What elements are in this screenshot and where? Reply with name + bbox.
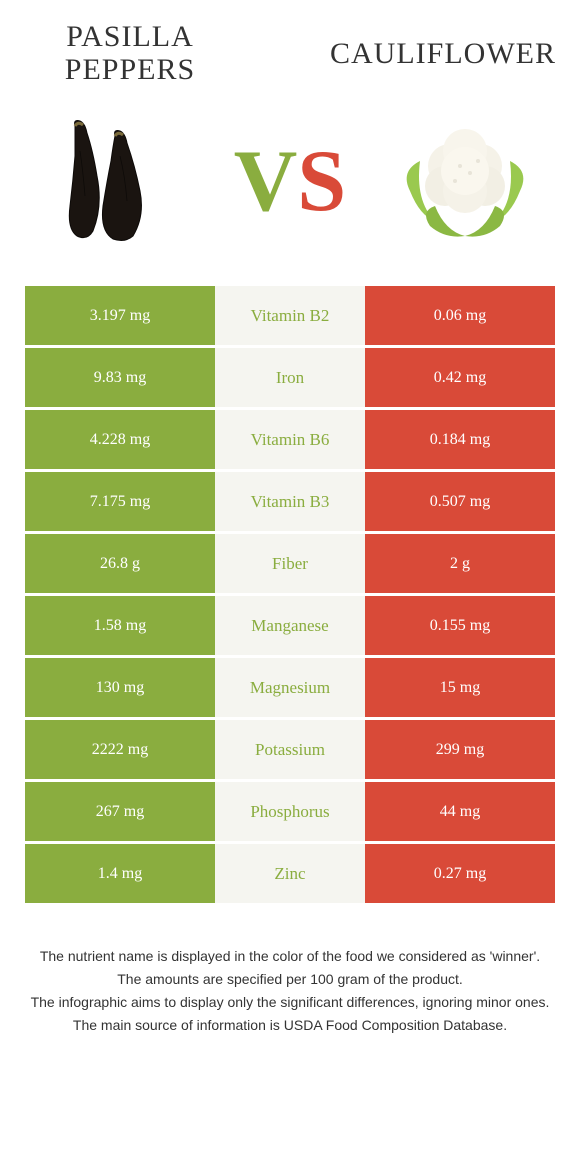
pasilla-peppers-image xyxy=(40,106,190,256)
left-value: 1.58 mg xyxy=(25,596,215,655)
nutrient-row: 4.228 mgVitamin B60.184 mg xyxy=(25,410,555,469)
nutrient-table: 3.197 mgVitamin B20.06 mg9.83 mgIron0.42… xyxy=(0,286,580,903)
right-value: 44 mg xyxy=(365,782,555,841)
nutrient-row: 1.58 mgManganese0.155 mg xyxy=(25,596,555,655)
left-value: 2222 mg xyxy=(25,720,215,779)
header: Pasilla peppers Cauliflower xyxy=(0,0,580,96)
nutrient-row: 267 mgPhosphorus44 mg xyxy=(25,782,555,841)
left-value: 130 mg xyxy=(25,658,215,717)
right-value: 2 g xyxy=(365,534,555,593)
nutrient-row: 1.4 mgZinc0.27 mg xyxy=(25,844,555,903)
right-value: 0.507 mg xyxy=(365,472,555,531)
left-value: 1.4 mg xyxy=(25,844,215,903)
footer-line-3: The infographic aims to display only the… xyxy=(30,992,550,1013)
right-food-title: Cauliflower xyxy=(330,37,550,70)
footer-notes: The nutrient name is displayed in the co… xyxy=(0,906,580,1058)
left-value: 3.197 mg xyxy=(25,286,215,345)
cauliflower-image xyxy=(390,106,540,256)
nutrient-name: Zinc xyxy=(215,844,365,903)
footer-line-2: The amounts are specified per 100 gram o… xyxy=(30,969,550,990)
nutrient-name: Vitamin B3 xyxy=(215,472,365,531)
left-value: 26.8 g xyxy=(25,534,215,593)
left-value: 267 mg xyxy=(25,782,215,841)
nutrient-name: Iron xyxy=(215,348,365,407)
nutrient-row: 9.83 mgIron0.42 mg xyxy=(25,348,555,407)
nutrient-name: Vitamin B6 xyxy=(215,410,365,469)
left-value: 7.175 mg xyxy=(25,472,215,531)
nutrient-row: 7.175 mgVitamin B30.507 mg xyxy=(25,472,555,531)
right-value: 0.27 mg xyxy=(365,844,555,903)
footer-line-1: The nutrient name is displayed in the co… xyxy=(30,946,550,967)
nutrient-row: 26.8 gFiber2 g xyxy=(25,534,555,593)
right-value: 15 mg xyxy=(365,658,555,717)
left-value: 4.228 mg xyxy=(25,410,215,469)
footer-line-4: The main source of information is USDA F… xyxy=(30,1015,550,1036)
images-row: VS xyxy=(0,96,580,286)
nutrient-row: 2222 mgPotassium299 mg xyxy=(25,720,555,779)
right-value: 0.06 mg xyxy=(365,286,555,345)
right-value: 299 mg xyxy=(365,720,555,779)
vs-v-letter: V xyxy=(234,131,298,232)
nutrient-row: 3.197 mgVitamin B20.06 mg xyxy=(25,286,555,345)
right-value: 0.184 mg xyxy=(365,410,555,469)
vs-text: VS xyxy=(234,131,347,232)
vs-s-letter: S xyxy=(297,131,346,232)
nutrient-name: Vitamin B2 xyxy=(215,286,365,345)
left-food-title: Pasilla peppers xyxy=(30,20,230,86)
nutrient-name: Potassium xyxy=(215,720,365,779)
nutrient-name: Manganese xyxy=(215,596,365,655)
right-value: 0.42 mg xyxy=(365,348,555,407)
nutrient-name: Magnesium xyxy=(215,658,365,717)
nutrient-name: Phosphorus xyxy=(215,782,365,841)
left-value: 9.83 mg xyxy=(25,348,215,407)
nutrient-row: 130 mgMagnesium15 mg xyxy=(25,658,555,717)
right-value: 0.155 mg xyxy=(365,596,555,655)
nutrient-name: Fiber xyxy=(215,534,365,593)
